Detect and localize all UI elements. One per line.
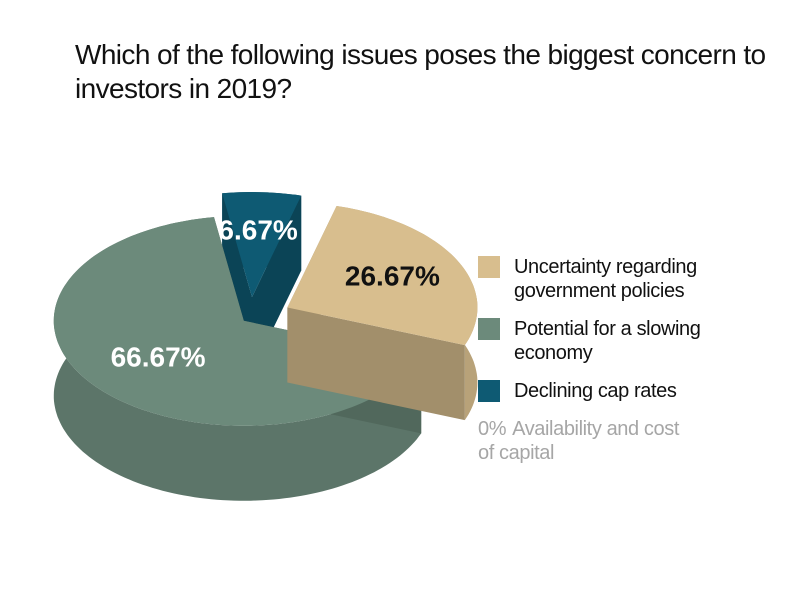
legend: Uncertainty regarding government policie… xyxy=(478,255,778,479)
legend-swatch xyxy=(478,380,500,402)
slice-top xyxy=(222,192,302,298)
legend-item: Uncertainty regarding government policie… xyxy=(478,255,778,303)
slice-cut xyxy=(287,307,465,421)
legend-swatch xyxy=(478,318,500,340)
legend-item: 0% Availability and cost of capital xyxy=(478,417,778,465)
chart-title: Which of the following issues poses the … xyxy=(75,39,766,104)
data-label: 26.67% xyxy=(345,260,440,291)
legend-label: Uncertainty regarding government policie… xyxy=(514,256,697,302)
legend-label: Potential for a slowing economy xyxy=(514,318,701,364)
data-label: 6.67% xyxy=(218,214,297,245)
legend-value: 0% xyxy=(478,418,507,440)
legend-label: Declining cap rates xyxy=(514,380,677,402)
legend-text: Availability and cost of capital xyxy=(478,418,679,464)
legend-item: Potential for a slowing economy xyxy=(478,317,778,365)
slice-top xyxy=(287,206,478,346)
legend-swatch xyxy=(478,256,500,278)
legend-item: Declining cap rates xyxy=(478,379,778,403)
legend-label: 0% Availability and cost of capital xyxy=(478,417,698,465)
data-label: 66.67% xyxy=(111,341,206,372)
slice xyxy=(287,206,478,421)
